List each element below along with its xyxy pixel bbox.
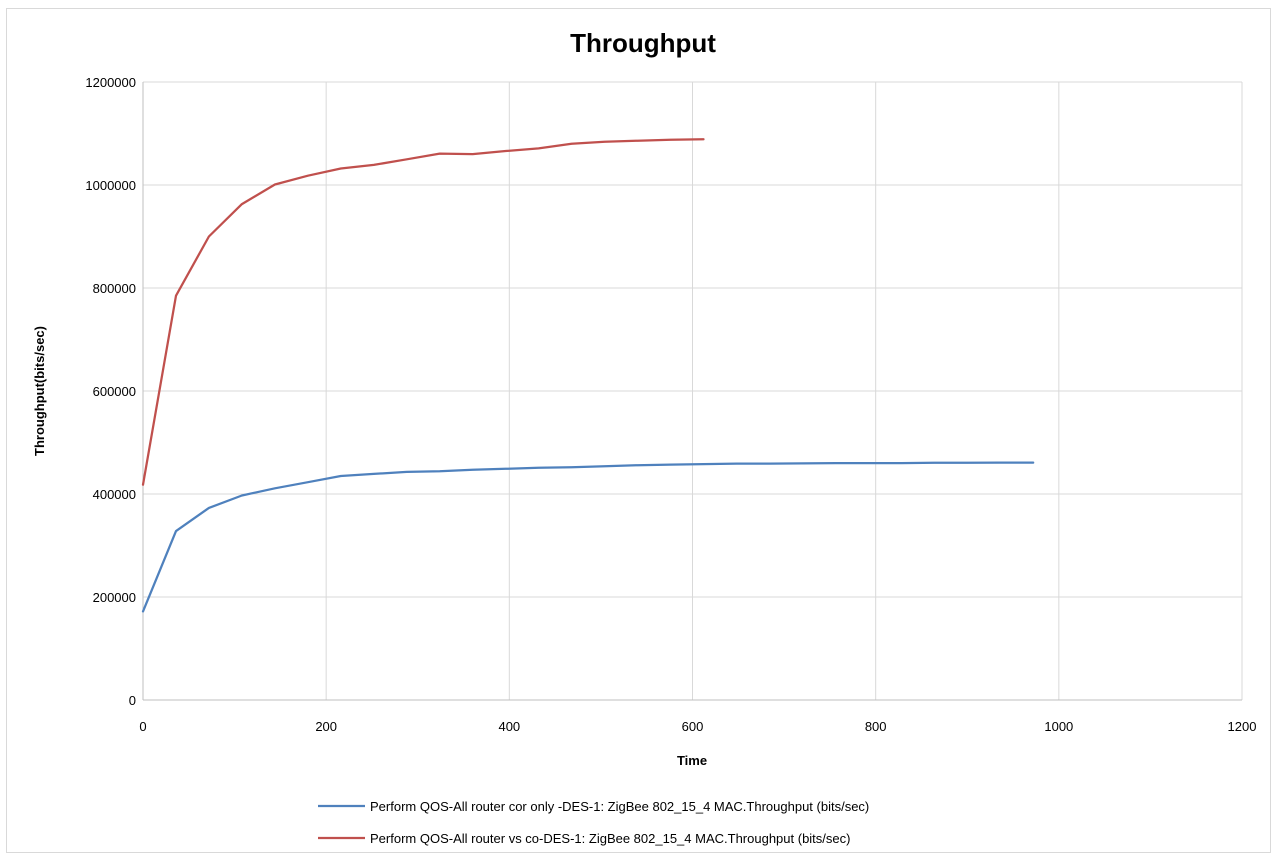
y-axis-title: Throughput(bits/sec) — [32, 326, 47, 456]
x-tick-label-6: 1200 — [1228, 719, 1257, 734]
x-tick-label-2: 400 — [498, 719, 520, 734]
axes — [142, 82, 1242, 701]
y-tick-label-4: 800000 — [93, 281, 136, 296]
x-tick-label-5: 1000 — [1044, 719, 1073, 734]
x-tick-label-0: 0 — [139, 719, 146, 734]
chart-area — [6, 8, 1271, 853]
gridlines — [143, 81, 1243, 700]
series-line-2 — [141, 138, 705, 486]
x-axis-title: Time — [677, 753, 707, 768]
series-line-1 — [141, 461, 1035, 613]
chart-title: Throughput — [570, 28, 716, 58]
y-tick-label-2: 400000 — [93, 487, 136, 502]
legend-label-series-2: Perform QOS-All router vs co-DES-1: ZigB… — [370, 831, 850, 846]
x-tick-label-1: 200 — [315, 719, 337, 734]
legend: Perform QOS-All router cor only -DES-1: … — [318, 799, 869, 846]
y-tick-label-3: 600000 — [93, 384, 136, 399]
y-tick-label-0: 0 — [129, 693, 136, 708]
tick-labels: 0 200000 400000 600000 800000 1000000 1200000 0… — [85, 75, 1256, 734]
y-tick-label-5: 1000000 — [85, 178, 136, 193]
series-lines — [141, 138, 1035, 613]
legend-label-series-1: Perform QOS-All router cor only -DES-1: … — [370, 799, 869, 814]
x-tick-label-3: 600 — [682, 719, 704, 734]
y-tick-label-6: 1200000 — [85, 75, 136, 90]
x-tick-label-4: 800 — [865, 719, 887, 734]
y-tick-label-1: 200000 — [93, 590, 136, 605]
